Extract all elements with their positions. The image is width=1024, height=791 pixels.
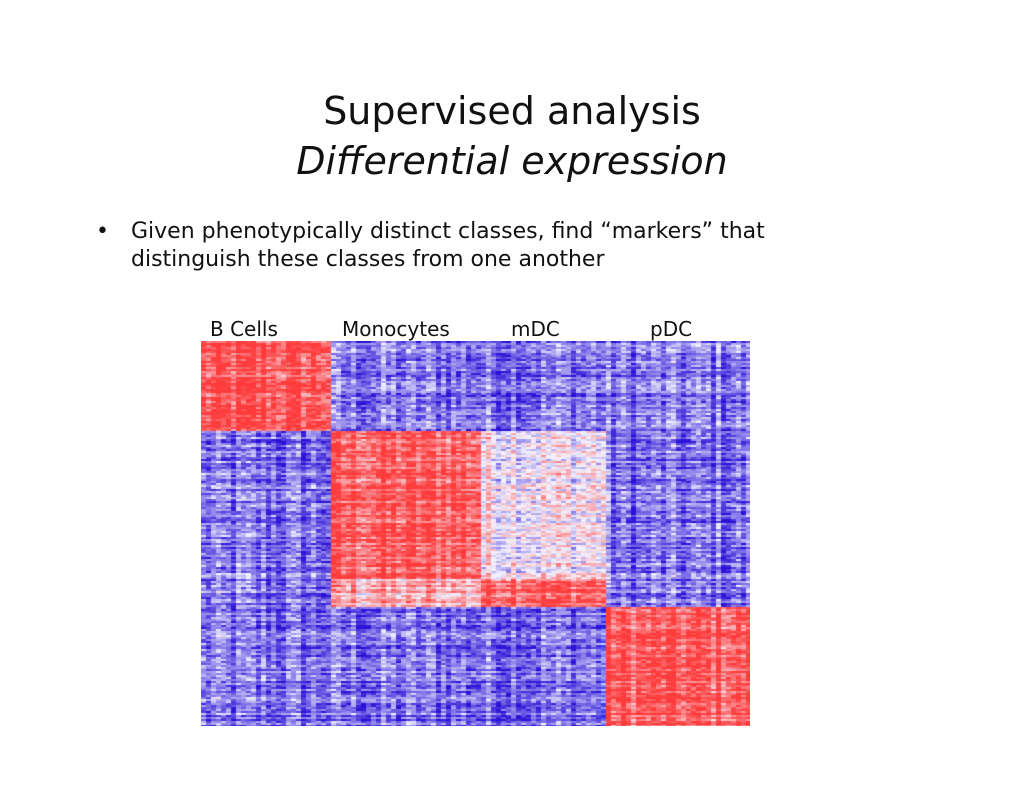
slide-title: Supervised analysis	[323, 89, 701, 133]
slide-subtitle: Differential expression	[296, 139, 728, 183]
expression-heatmap	[201, 341, 750, 726]
bullet-text: Given phenotypically distinct classes, f…	[131, 219, 765, 272]
heatmap-label-mdc: mDC	[511, 317, 560, 341]
heatmap-label-b-cells: B Cells	[210, 317, 278, 341]
heatmap-label-pdc: pDC	[650, 317, 693, 341]
bullet-marker: •	[96, 219, 109, 244]
heatmap-label-monocytes: Monocytes	[342, 317, 450, 341]
